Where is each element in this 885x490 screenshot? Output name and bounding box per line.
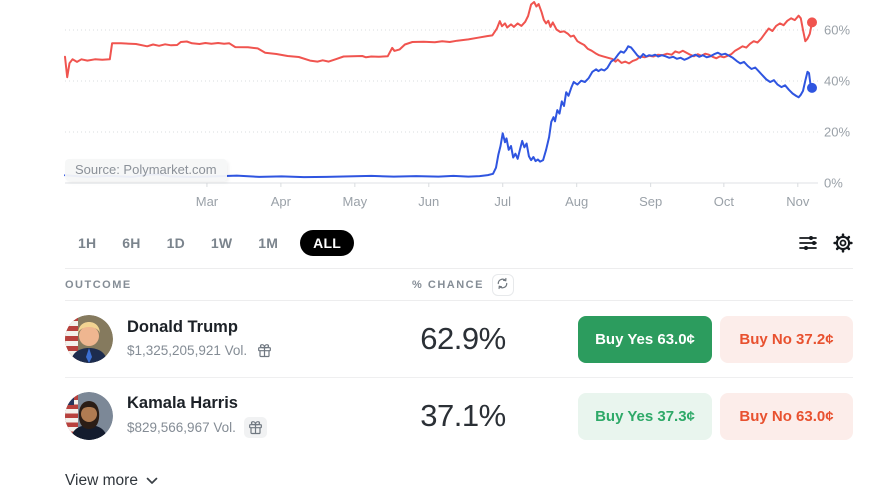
timeframe-1h-button[interactable]: 1H (78, 230, 96, 256)
svg-text:60%: 60% (824, 23, 850, 38)
refresh-icon (496, 277, 509, 293)
svg-text:May: May (343, 194, 368, 209)
gear-icon (833, 233, 853, 256)
svg-text:0%: 0% (824, 176, 843, 191)
svg-text:Aug: Aug (565, 194, 588, 209)
outcome-name: Donald Trump (127, 318, 238, 336)
chart-source-watermark: Source: Polymarket.com (65, 159, 227, 181)
chance-column-header: % CHANCE (412, 278, 484, 291)
chance-value: 37.1% (420, 398, 506, 433)
timeframe-6h-button[interactable]: 6H (122, 230, 140, 256)
buy-no-button-harris[interactable]: Buy No 63.0¢ (720, 392, 853, 440)
gift-icon (257, 344, 272, 361)
price-history-chart[interactable]: 60% 40% 20% 0% Mar Apr May Jun Jul Aug Sep Oct Nov S… (0, 0, 885, 220)
outcome-row-kamala-harris: Kamala Harris $829,566,967 Vol. (65, 378, 853, 454)
chart-settings-sliders-button[interactable] (798, 234, 818, 252)
settings-gear-button[interactable] (833, 233, 853, 253)
svg-text:40%: 40% (824, 74, 850, 89)
svg-text:20%: 20% (824, 125, 850, 140)
gift-icon (248, 421, 263, 438)
svg-text:Apr: Apr (271, 194, 292, 209)
buy-yes-button-harris[interactable]: Buy Yes 37.3¢ (578, 392, 712, 440)
outcome-volume: $829,566,967 Vol. (127, 420, 236, 435)
chart-toolbar: 1H 6H 1D 1W 1M ALL (65, 220, 853, 269)
chart-canvas[interactable]: 60% 40% 20% 0% Mar Apr May Jun Jul Aug Sep Oct Nov (0, 0, 885, 220)
outcome-column-header: OUTCOME (65, 278, 132, 291)
outcome-row-donald-trump: Donald Trump $1,325,205,921 Vol. (65, 301, 853, 378)
timeframe-1w-button[interactable]: 1W (211, 230, 232, 256)
chart-toolbar-icons (798, 233, 853, 253)
outcome-volume: $1,325,205,921 Vol. (127, 343, 248, 358)
donald-trump-avatar (65, 315, 113, 363)
timeframe-1m-button[interactable]: 1M (258, 230, 278, 256)
chevron-down-icon (146, 472, 158, 490)
svg-text:Mar: Mar (196, 194, 219, 209)
gift-reward-button[interactable] (255, 341, 274, 360)
svg-text:Oct: Oct (714, 194, 735, 209)
buy-no-button-trump[interactable]: Buy No 37.2¢ (720, 315, 853, 363)
kamala-harris-avatar (65, 392, 113, 440)
svg-text:Jun: Jun (418, 194, 439, 209)
svg-text:Sep: Sep (639, 194, 662, 209)
refresh-chance-button[interactable] (491, 273, 514, 296)
svg-text:Jul: Jul (494, 194, 511, 209)
svg-text:Nov: Nov (786, 194, 810, 209)
timeframe-all-button[interactable]: ALL (300, 230, 354, 256)
gift-reward-button[interactable] (243, 417, 267, 438)
timeframe-1d-button[interactable]: 1D (167, 230, 185, 256)
sliders-icon (798, 236, 818, 255)
view-more-label: View more (65, 472, 138, 489)
outcome-name: Kamala Harris (127, 394, 238, 412)
view-more-button[interactable]: View more (65, 472, 158, 490)
chance-value: 62.9% (420, 321, 506, 356)
buy-yes-button-trump[interactable]: Buy Yes 63.0¢ (578, 315, 712, 363)
outcomes-table-header: OUTCOME % CHANCE (65, 269, 853, 301)
